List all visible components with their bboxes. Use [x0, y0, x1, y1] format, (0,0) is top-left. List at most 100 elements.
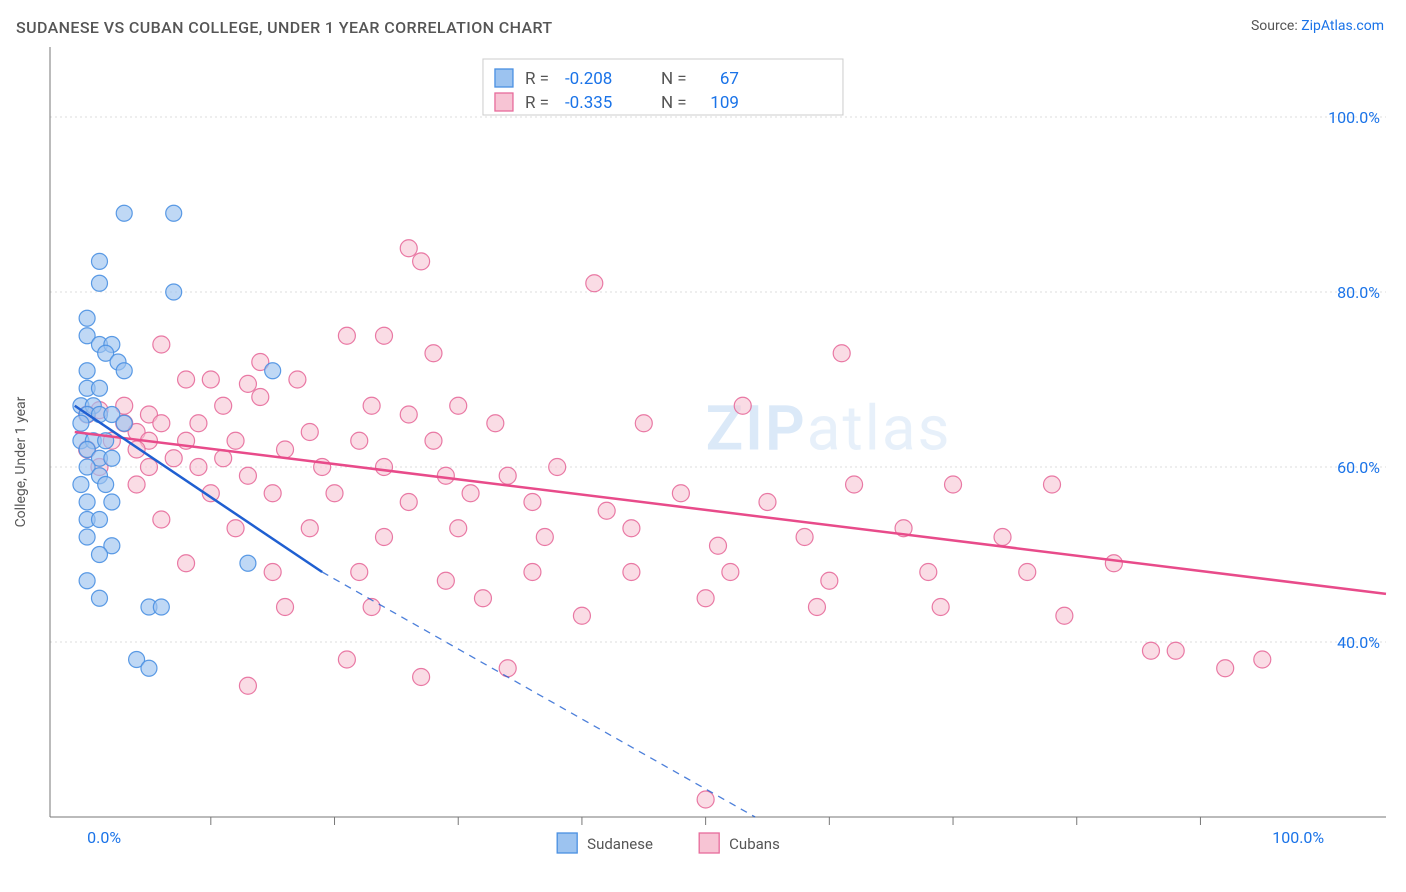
sudanese-trendline-extrapolated — [322, 572, 755, 817]
stats-swatch — [495, 93, 513, 111]
cubans-point — [722, 564, 739, 581]
scatter-chart: ZIPatlas100.0%80.0%60.0%40.0%0.0%100.0%R… — [0, 47, 1406, 877]
source-label: Source: — [1251, 18, 1301, 34]
cubans-point — [376, 459, 393, 476]
legend-label: Cubans — [729, 835, 780, 853]
cubans-point — [215, 397, 232, 414]
sudanese-point — [73, 477, 89, 493]
cubans-point — [400, 240, 417, 257]
y-tick-label: 60.0% — [1337, 458, 1380, 477]
cubans-point — [450, 397, 467, 414]
cubans-point — [821, 572, 838, 589]
cubans-point — [1167, 642, 1184, 659]
cubans-point — [734, 397, 751, 414]
source-credit: Source: ZipAtlas.com — [1251, 18, 1384, 34]
sudanese-point — [79, 310, 95, 326]
cubans-point — [338, 651, 355, 668]
stats-swatch — [495, 69, 513, 87]
cubans-point — [264, 564, 281, 581]
cubans-point — [239, 677, 256, 694]
stats-r-value: -0.208 — [565, 69, 612, 89]
cubans-point — [376, 327, 393, 344]
cubans-point — [846, 476, 863, 493]
y-axis-label: College, Under 1 year — [13, 397, 29, 528]
cubans-point — [598, 502, 615, 519]
cubans-point — [524, 494, 541, 511]
cubans-point — [499, 467, 516, 484]
cubans-point — [450, 520, 467, 537]
cubans-point — [413, 669, 430, 686]
cubans-point — [277, 441, 294, 458]
cubans-point — [239, 467, 256, 484]
cubans-point — [1019, 564, 1036, 581]
sudanese-point — [104, 450, 120, 466]
source-link[interactable]: ZipAtlas.com — [1301, 18, 1384, 34]
cubans-point — [264, 485, 281, 502]
stats-r-label: R = — [525, 93, 549, 113]
cubans-point — [920, 564, 937, 581]
cubans-point — [227, 520, 244, 537]
x-tick-label: 0.0% — [87, 828, 121, 847]
sudanese-point — [116, 205, 132, 221]
cubans-point — [1254, 651, 1271, 668]
sudanese-point — [166, 205, 182, 221]
cubans-point — [165, 450, 182, 467]
cubans-point — [351, 432, 368, 449]
sudanese-point — [104, 494, 120, 510]
cubans-point — [635, 415, 652, 432]
cubans-point — [549, 459, 566, 476]
sudanese-point — [91, 253, 107, 269]
cubans-point — [474, 590, 491, 607]
cubans-point — [437, 572, 454, 589]
cubans-point — [363, 599, 380, 616]
x-tick-label: 100.0% — [1272, 828, 1324, 847]
sudanese-point — [91, 380, 107, 396]
cubans-point — [462, 485, 479, 502]
cubans-point — [796, 529, 813, 546]
sudanese-point — [166, 284, 182, 300]
cubans-point — [400, 406, 417, 423]
chart-title: SUDANESE VS CUBAN COLLEGE, UNDER 1 YEAR … — [16, 18, 553, 37]
cubans-point — [1105, 555, 1122, 572]
cubans-point — [697, 590, 714, 607]
stats-n-label: N = — [661, 93, 687, 113]
cubans-point — [945, 476, 962, 493]
cubans-point — [697, 791, 714, 808]
cubans-point — [178, 371, 195, 388]
cubans-point — [833, 345, 850, 362]
cubans-point — [190, 459, 207, 476]
cubans-point — [338, 327, 355, 344]
cubans-point — [759, 494, 776, 511]
cubans-point — [1044, 476, 1061, 493]
cubans-point — [425, 345, 442, 362]
legend-label: Sudanese — [587, 835, 653, 853]
cubans-point — [301, 520, 318, 537]
cubans-point — [128, 476, 145, 493]
sudanese-point — [79, 494, 95, 510]
cubans-point — [227, 432, 244, 449]
sudanese-point — [153, 599, 169, 615]
cubans-point — [351, 564, 368, 581]
y-tick-label: 100.0% — [1328, 108, 1380, 127]
sudanese-point — [91, 275, 107, 291]
sudanese-point — [98, 477, 114, 493]
cubans-point — [932, 599, 949, 616]
sudanese-point — [91, 512, 107, 528]
cubans-point — [573, 607, 590, 624]
cubans-point — [524, 564, 541, 581]
cubans-point — [153, 336, 170, 353]
cubans-point — [710, 537, 727, 554]
sudanese-point — [79, 529, 95, 545]
cubans-point — [499, 660, 516, 677]
sudanese-point — [265, 363, 281, 379]
cubans-point — [623, 520, 640, 537]
cubans-point — [586, 275, 603, 292]
cubans-point — [400, 494, 417, 511]
cubans-point — [672, 485, 689, 502]
cubans-point — [487, 415, 504, 432]
sudanese-point — [79, 363, 95, 379]
cubans-point — [326, 485, 343, 502]
legend-swatch — [699, 833, 719, 853]
stats-r-label: R = — [525, 69, 549, 89]
sudanese-point — [73, 415, 89, 431]
